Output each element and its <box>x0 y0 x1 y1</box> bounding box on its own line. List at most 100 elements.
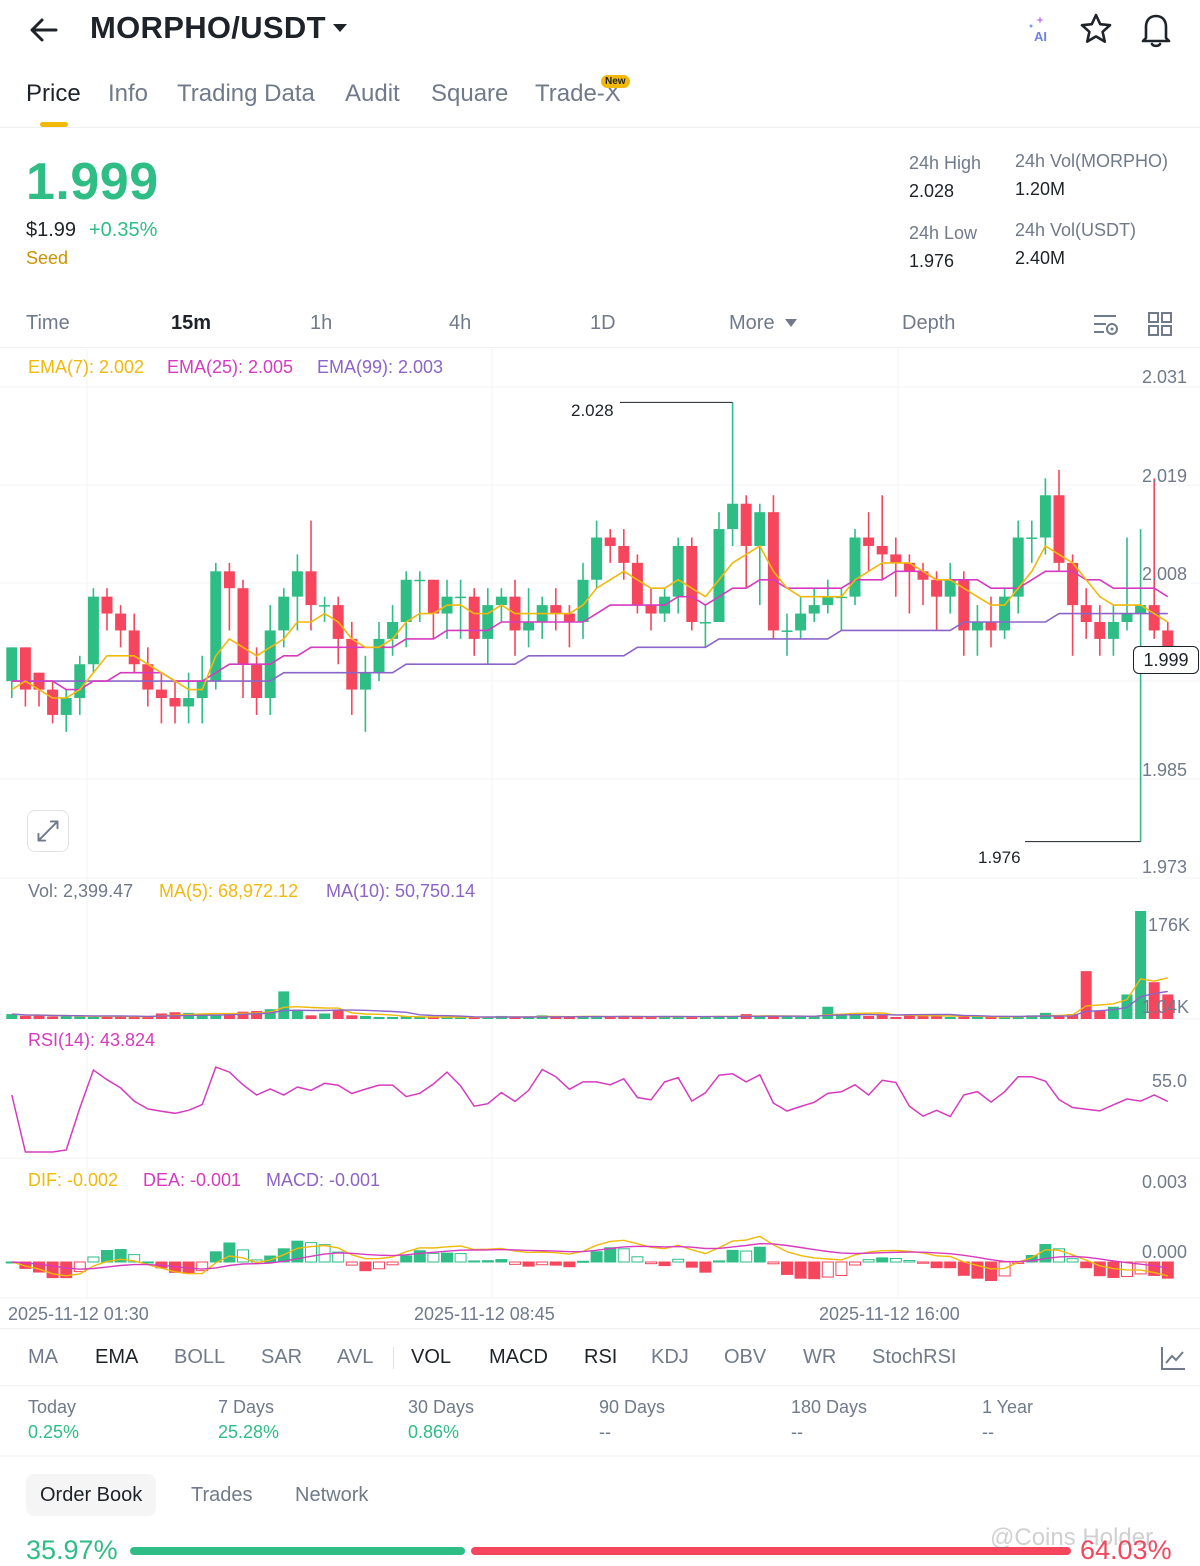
indicator-sar[interactable]: SAR <box>261 1346 303 1368</box>
ma10-legend: MA(10): 50,750.14 <box>326 881 476 901</box>
interval-4h[interactable]: 4h <box>449 312 472 334</box>
ema7-legend: EMA(7): 2.002 <box>28 357 145 377</box>
macd-bar <box>264 1255 277 1263</box>
tab-info[interactable]: Info <box>108 80 149 107</box>
indicator-settings-icon[interactable] <box>1158 1343 1188 1373</box>
grid-layout-icon[interactable] <box>1147 311 1173 337</box>
macd-legend: MACD: -0.001 <box>266 1170 381 1190</box>
candle-body <box>346 638 358 690</box>
indicator-boll[interactable]: BOLL <box>174 1346 226 1368</box>
macd-bar <box>522 1261 535 1267</box>
macd-bar <box>1134 1261 1147 1275</box>
expand-icon[interactable] <box>27 810 69 852</box>
candle-body <box>1012 537 1024 597</box>
macd-bar <box>713 1260 725 1263</box>
volume-bar <box>713 1015 725 1019</box>
chart-grid <box>0 349 1200 1299</box>
volume-bar <box>890 1017 902 1019</box>
more-caret-icon[interactable] <box>785 318 797 328</box>
candle-body <box>917 571 929 580</box>
bell-icon[interactable] <box>1138 10 1174 48</box>
candle-body <box>101 596 113 614</box>
indicator-vol[interactable]: VOL <box>411 1346 452 1368</box>
current-price-tag: 1.999 <box>1133 646 1199 674</box>
volume-bar <box>1053 1015 1065 1019</box>
volume-bar <box>441 1017 453 1019</box>
perf-7d-value: 25.28% <box>218 1422 280 1442</box>
indicator-stochrsi[interactable]: StochRSI <box>872 1346 957 1368</box>
candle-body <box>319 605 331 607</box>
interval-more[interactable]: More <box>729 312 775 334</box>
macd-histogram <box>5 1240 1174 1282</box>
macd-bar <box>862 1259 875 1263</box>
new-badge: New <box>601 75 630 88</box>
volume-bar <box>33 1015 45 1019</box>
candle-body <box>645 605 657 614</box>
ai-assistant-icon[interactable]: AI <box>1024 12 1058 46</box>
indicator-rsi[interactable]: RSI <box>584 1346 618 1368</box>
volume-bar <box>1135 911 1147 1019</box>
indicator-macd[interactable]: MACD <box>489 1346 548 1368</box>
volume-bar <box>550 1016 562 1019</box>
candle-body <box>523 622 535 631</box>
indicator-ema[interactable]: EMA <box>95 1346 139 1368</box>
chart-settings-icon[interactable] <box>1092 312 1120 338</box>
perf-90d-value: -- <box>599 1422 611 1442</box>
indicator-avl[interactable]: AVL <box>337 1346 374 1368</box>
macd-bar <box>196 1261 209 1272</box>
ema99-legend: EMA(99): 2.003 <box>317 357 444 377</box>
perf-30d-label: 30 Days <box>408 1397 475 1417</box>
macd-bar <box>889 1257 902 1263</box>
interval-1d[interactable]: 1D <box>590 312 616 334</box>
pair-title[interactable]: MORPHO/USDT <box>90 10 326 45</box>
candle-body <box>223 571 235 589</box>
indicator-kdj[interactable]: KDJ <box>651 1346 689 1368</box>
back-arrow-icon[interactable] <box>26 12 62 48</box>
volume-bar <box>427 1017 439 1019</box>
volume-bar <box>795 1017 807 1019</box>
volume-bar <box>917 1015 929 1019</box>
candle-body <box>1107 622 1119 639</box>
tab-audit[interactable]: Audit <box>345 80 400 107</box>
tab-trades[interactable]: Trades <box>191 1484 253 1506</box>
vol-base-value: 1.20M <box>1015 179 1066 199</box>
volume-bar <box>60 1015 72 1019</box>
star-icon[interactable] <box>1078 11 1114 47</box>
interval-1h[interactable]: 1h <box>310 312 333 334</box>
tab-price[interactable]: Price <box>26 80 81 107</box>
candle-body <box>183 698 195 707</box>
volume-bar <box>414 1017 426 1019</box>
perf-today-value: 0.25% <box>28 1422 80 1442</box>
tab-order-book[interactable]: Order Book <box>26 1474 157 1516</box>
candle-body <box>414 579 426 582</box>
tab-trading-data[interactable]: Trading Data <box>177 80 315 107</box>
watermark: @Coins Holder <box>990 1524 1154 1551</box>
chevron-down-icon[interactable] <box>330 18 350 38</box>
tab-square[interactable]: Square <box>431 80 509 107</box>
indicator-wr[interactable]: WR <box>803 1346 837 1368</box>
interval-time[interactable]: Time <box>26 312 70 334</box>
tab-network[interactable]: Network <box>295 1484 369 1506</box>
interval-15m[interactable]: 15m <box>171 312 212 334</box>
macd-bar <box>1080 1261 1093 1269</box>
macd-bar <box>821 1261 834 1278</box>
macd-bar <box>386 1261 399 1266</box>
volume-bar <box>101 1015 113 1019</box>
macd-bar <box>87 1256 100 1263</box>
dea-legend: DEA: -0.001 <box>143 1170 242 1190</box>
macd-bar <box>427 1252 440 1263</box>
indicator-obv[interactable]: OBV <box>724 1346 767 1368</box>
volume-bar <box>482 1017 494 1019</box>
indicator-ma[interactable]: MA <box>28 1346 58 1368</box>
ema25-legend: EMA(25): 2.005 <box>167 357 294 377</box>
macd-bar <box>903 1259 916 1263</box>
seed-tag[interactable]: Seed <box>26 248 69 268</box>
vol-ma10-line <box>11 990 1168 1018</box>
volume-bar <box>373 1017 385 1019</box>
volume-bar <box>210 1015 222 1019</box>
volume-bar <box>19 1015 31 1019</box>
candlestick-chart[interactable] <box>0 349 1200 1327</box>
candle-body <box>699 622 711 624</box>
interval-depth[interactable]: Depth <box>902 312 956 334</box>
volume-bar <box>142 1017 154 1019</box>
